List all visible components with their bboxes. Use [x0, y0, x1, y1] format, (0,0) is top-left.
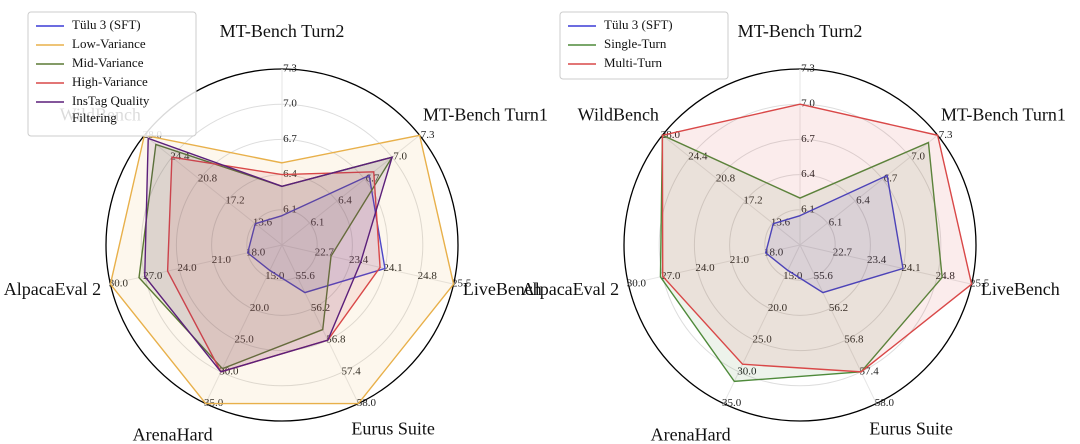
tick-label: 7.3 — [801, 63, 815, 75]
axis-label: ArenaHard — [133, 425, 213, 444]
tick-label: 25.0 — [753, 334, 773, 346]
tick-label: 35.0 — [722, 397, 742, 409]
axis-label: LiveBench — [981, 279, 1060, 299]
tick-label: 6.4 — [856, 195, 870, 207]
axis-label: AlpacaEval 2 — [522, 279, 619, 299]
tick-label: 30.0 — [627, 278, 647, 290]
tick-label: 7.0 — [283, 98, 297, 110]
tick-label: 56.2 — [829, 302, 848, 314]
tick-label: 27.0 — [143, 270, 163, 282]
tick-label: 15.0 — [783, 270, 803, 282]
legend-label: Single-Turn — [604, 36, 667, 51]
series-polygon — [661, 103, 973, 373]
tick-label: 15.0 — [265, 270, 285, 282]
tick-label: 30.0 — [737, 365, 757, 377]
spoke — [281, 134, 420, 246]
tick-label: 24.0 — [177, 262, 197, 274]
tick-label: 7.3 — [283, 63, 297, 75]
tick-label: 6.1 — [829, 217, 843, 229]
series-polygon — [109, 134, 455, 405]
tick-label: 21.0 — [212, 254, 232, 266]
legend-label-line: Filtering — [72, 110, 117, 125]
axis-label: Eurus Suite — [351, 419, 435, 439]
axis-label: MT-Bench Turn2 — [220, 21, 345, 41]
tick-label: 6.1 — [311, 217, 325, 229]
spoke — [205, 244, 283, 404]
axis-label: LiveBench — [463, 279, 542, 299]
spoke — [799, 244, 972, 285]
tick-label: 22.7 — [833, 246, 853, 258]
tick-label: 24.1 — [383, 262, 402, 274]
tick-label: 7.3 — [939, 129, 953, 141]
tick-label: 58.0 — [875, 397, 895, 409]
tick-label: 6.1 — [801, 203, 815, 215]
spoke — [662, 134, 801, 246]
tick-label: 22.7 — [315, 246, 335, 258]
legend-label: Multi-Turn — [604, 55, 663, 70]
tick-label: 17.2 — [225, 195, 244, 207]
tick-label: 30.0 — [109, 278, 129, 290]
legend-box — [27, 11, 197, 137]
tick-label: 20.8 — [198, 173, 218, 185]
tick-label: 17.2 — [743, 195, 762, 207]
series-polygon — [138, 143, 394, 370]
axis-label: AlpacaEval 2 — [4, 279, 101, 299]
tick-label: 7.0 — [393, 151, 407, 163]
tick-label: 55.6 — [814, 270, 834, 282]
tick-label: 23.4 — [867, 254, 887, 266]
legend-label: High-Variance — [72, 74, 148, 89]
radar-chart: MT-Bench Turn2 6.1 6.4 6.7 7.0 7.3 MT-Bench Tu… — [522, 11, 1066, 444]
tick-label: 24.0 — [695, 262, 715, 274]
axis-label: MT-Bench Turn2 — [738, 21, 863, 41]
tick-label: 25.5 — [452, 278, 472, 290]
tick-label: 21.0 — [730, 254, 750, 266]
tick-label: 24.1 — [901, 262, 920, 274]
tick-label: 6.7 — [283, 133, 297, 145]
tick-label: 23.4 — [349, 254, 369, 266]
legend-label: Low-Variance — [72, 36, 146, 51]
legend-label: Tülu 3 (SFT) — [72, 17, 141, 32]
legend-label: InsTag Quality Filtering — [72, 93, 150, 125]
tick-label: 7.3 — [421, 129, 435, 141]
radar-chart: MT-Bench Turn2 6.1 6.4 6.7 7.0 7.3 MT-Bench Tu… — [4, 11, 548, 444]
spoke — [281, 244, 359, 404]
tick-label: 56.8 — [844, 334, 864, 346]
tick-label: 57.4 — [341, 365, 361, 377]
axis-label: MT-Bench Turn1 — [423, 105, 548, 125]
axis-label: Eurus Suite — [869, 419, 953, 439]
legend-label-line: InsTag Quality — [72, 93, 150, 108]
tick-label: 6.4 — [801, 168, 815, 180]
tick-label: 27.0 — [661, 270, 681, 282]
tick-label: 55.6 — [296, 270, 316, 282]
tick-label: 7.0 — [911, 151, 925, 163]
tick-label: 20.0 — [250, 302, 270, 314]
spoke — [144, 134, 283, 246]
series-polygon — [764, 174, 904, 294]
axis-label: ArenaHard — [651, 425, 731, 444]
spoke — [799, 134, 938, 246]
spoke — [723, 244, 801, 404]
axis-label: MT-Bench Turn1 — [941, 105, 1066, 125]
legend-box — [559, 11, 729, 80]
tick-label: 6.4 — [338, 195, 352, 207]
legend-label: Mid-Variance — [72, 55, 144, 70]
tick-label: 20.8 — [716, 173, 736, 185]
tick-label: 6.1 — [283, 203, 297, 215]
series-polygon — [144, 137, 394, 373]
spoke — [628, 244, 801, 285]
tick-label: 25.5 — [970, 278, 990, 290]
legend-label: Tülu 3 (SFT) — [604, 17, 673, 32]
tick-label: 20.0 — [768, 302, 788, 314]
axis-label: WildBench — [578, 105, 659, 125]
tick-label: 25.0 — [235, 334, 255, 346]
spoke — [281, 244, 454, 285]
spoke — [799, 244, 877, 404]
tick-label: 6.7 — [801, 133, 815, 145]
tick-label: 24.8 — [418, 270, 438, 282]
